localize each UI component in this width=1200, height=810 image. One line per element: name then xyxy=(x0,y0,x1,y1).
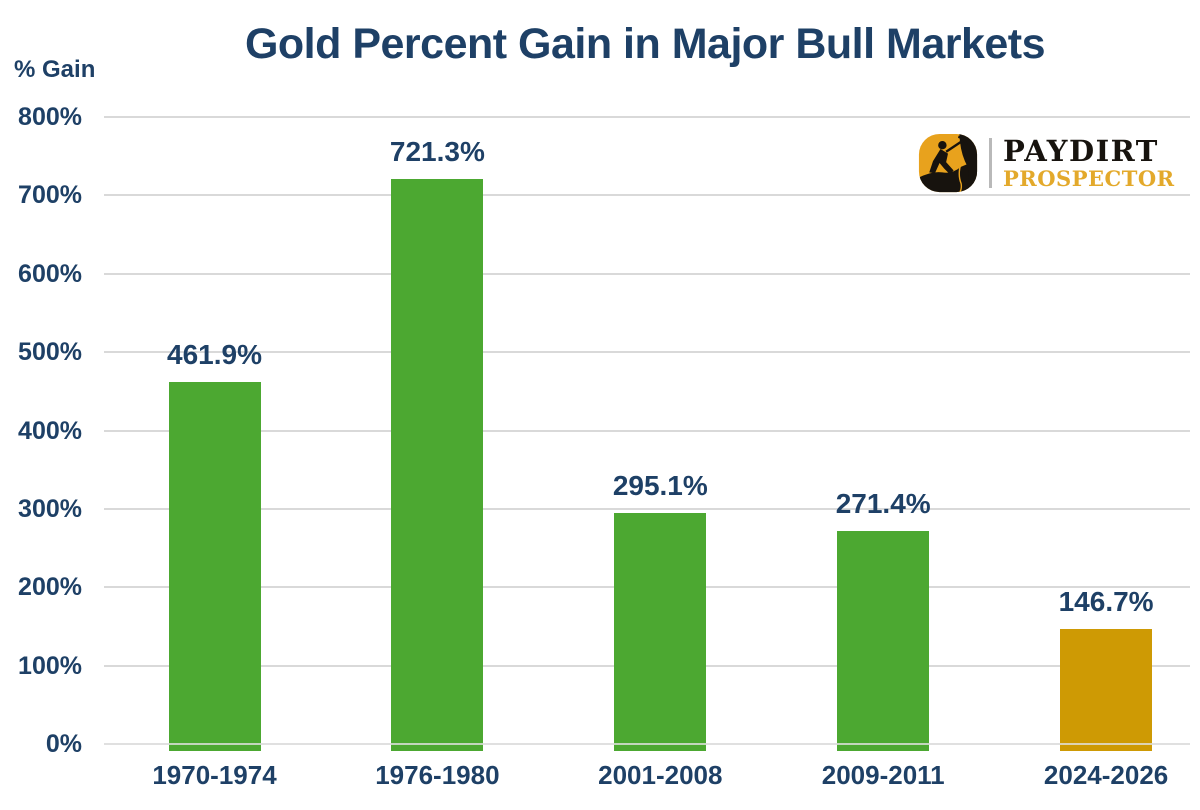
bar-1976-1980 xyxy=(391,178,484,751)
y-tick-label-800: 800% xyxy=(18,103,82,131)
x-axis-line xyxy=(104,743,1190,745)
chart-title: Gold Percent Gain in Major Bull Markets xyxy=(244,20,1046,68)
gridline-700 xyxy=(104,194,1190,197)
x-tick-label-2024-2026: 2024-2026 xyxy=(1043,760,1169,790)
y-tick-label-600: 600% xyxy=(18,259,82,288)
gridline-600 xyxy=(104,272,1190,275)
miner-pickaxe-icon xyxy=(918,133,978,193)
gridline-800 xyxy=(104,116,1190,118)
y-tick-label-0: 0% xyxy=(45,730,82,758)
gridline-500 xyxy=(104,351,1190,354)
logo-text: PAYDIRT PROSPECTOR xyxy=(1003,134,1175,191)
y-tick-label-300: 300% xyxy=(18,494,82,523)
x-tick-label-2001-2008: 2001-2008 xyxy=(598,760,723,790)
bar-2009-2011 xyxy=(837,531,930,751)
gridline-300 xyxy=(104,507,1190,510)
gridline-400 xyxy=(104,429,1190,432)
bar-value-label-2009-2011: 271.4% xyxy=(835,488,931,520)
y-tick-label-500: 500% xyxy=(18,338,82,367)
bar-value-label-2001-2008: 295.1% xyxy=(612,469,708,501)
y-tick-label-700: 700% xyxy=(18,181,82,210)
x-tick-label-2009-2011: 2009-2011 xyxy=(821,760,945,790)
y-tick-label-100: 100% xyxy=(18,651,82,680)
y-tick-label-400: 400% xyxy=(18,416,82,445)
bar-value-label-1970-1974: 461.9% xyxy=(167,338,262,370)
bar-value-label-1976-1980: 721.3% xyxy=(389,135,485,167)
bar-value-label-2024-2026: 146.7% xyxy=(1058,586,1154,618)
bar-2001-2008 xyxy=(614,512,707,751)
y-tick-label-200: 200% xyxy=(18,573,82,602)
bar-2024-2026 xyxy=(1060,629,1153,751)
x-tick-label-1976-1980: 1976-1980 xyxy=(375,760,500,790)
logo-subname: PROSPECTOR xyxy=(1003,166,1175,191)
paydirt-prospector-logo: PAYDIRT PROSPECTOR xyxy=(918,132,1175,194)
logo-separator xyxy=(989,138,992,188)
x-tick-label-1970-1974: 1970-1974 xyxy=(152,760,277,790)
bar-1970-1974 xyxy=(168,381,261,751)
y-axis-title: % Gain xyxy=(14,56,96,83)
logo-name: PAYDIRT xyxy=(1003,134,1159,168)
